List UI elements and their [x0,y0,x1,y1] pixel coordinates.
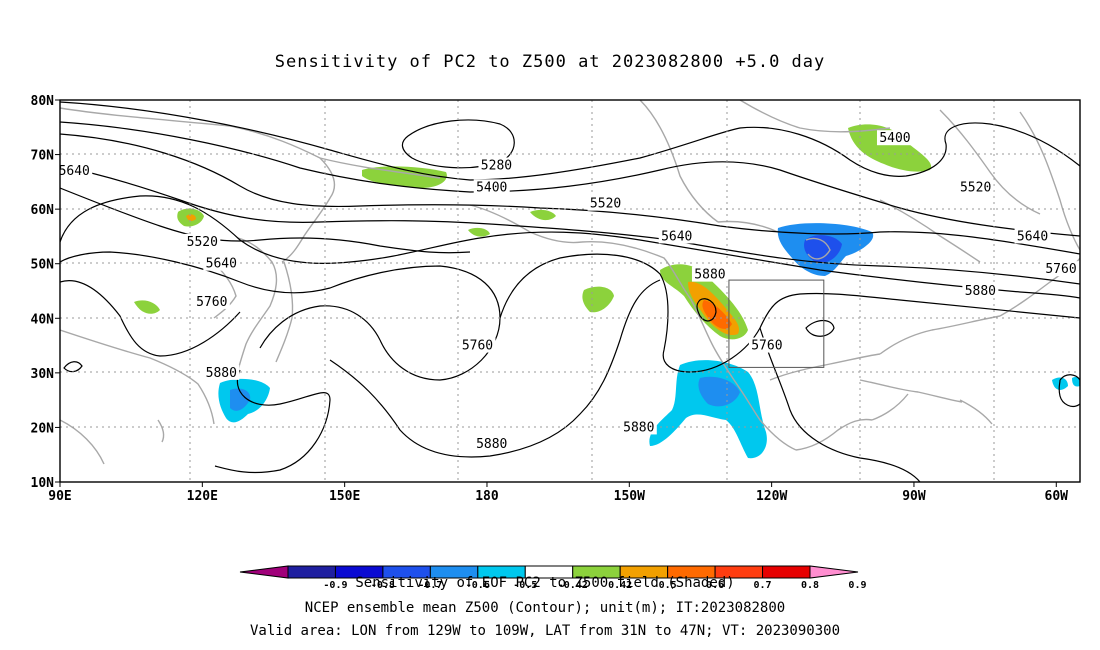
x-tick-label: 150W [614,489,645,504]
contour-label-bg [1014,228,1051,244]
y-tick-label: 80N [31,94,55,109]
contour-label-bg [691,266,728,282]
map-panel: 5280 5400 5400 5520 5520 5520 5640 5640 5640 5640… [31,94,1081,504]
caption-line-3: Valid area: LON from 129W to 109W, LAT f… [250,623,840,639]
y-tick-label: 50N [31,258,55,273]
contour-label: 5760 [751,339,782,354]
positive-sensitivity-patch [134,300,160,314]
colorbar-tick-label: -0.8 [371,580,395,591]
colorbar-tick-label: 0.6 [706,580,724,591]
contour-label: 5880 [965,284,996,299]
contour-label-bg [658,228,695,244]
contour-label: 5760 [196,295,227,310]
map-ticks: 90E 120E 150E 180 150W 120W 90W 60W 80N 70N 60N 50N… [31,94,1069,504]
contour-label-bg [473,435,510,451]
contour-label-bg [473,179,510,195]
x-tick-label: 90E [48,489,71,504]
figure-title: Sensitivity of PC2 to Z500 at 2023082800… [275,52,826,72]
contour-label-bg [587,195,624,211]
negative-sensitivity-patch [698,376,740,407]
contour-label-bg [957,179,994,195]
contour-label: 5520 [187,235,218,250]
x-tick-label: 60W [1045,489,1069,504]
contour-label: 5520 [590,197,621,212]
x-tick-label: 180 [475,489,499,504]
y-tick-label: 70N [31,149,55,164]
colorbar-tick-label: -0.42 [558,580,588,591]
x-tick-label: 120E [187,489,218,504]
x-tick-label: 150E [329,489,360,504]
contour-label-bg [748,337,785,353]
negative-sensitivity-patch [230,388,251,411]
contour-label: 5880 [206,366,237,381]
colorbar-tick-label: 0.42 [608,580,632,591]
contour-label: 5880 [476,437,507,452]
x-tick-label: 120W [756,489,787,504]
positive-sensitivity-patch [186,214,196,221]
contour-label: 5280 [481,158,512,173]
contour-label-bg [459,337,496,353]
positive-sensitivity-patch [468,227,490,237]
y-tick-label: 10N [31,476,55,491]
map-background [60,100,1080,482]
z500-contours [60,101,1080,482]
contour-label: 5760 [462,339,493,354]
contour-label-bg [478,157,515,173]
contour-label: 5880 [694,268,725,283]
y-tick-label: 30N [31,367,55,382]
colorbar-high-arrow [809,565,859,579]
contour-label: 5520 [960,180,991,195]
colorbar-low-arrow [239,565,289,579]
contour-label-bg [203,364,240,380]
contour-label: 5880 [623,420,654,435]
caption-line-2: NCEP ensemble mean Z500 (Contour); unit(… [305,600,785,616]
valid-area-layer [728,279,825,368]
contour-label: 5640 [661,229,692,244]
contour-label-bg [184,233,221,249]
y-tick-label: 40N [31,312,55,327]
colorbar-tick-label: 0.9 [848,580,866,591]
colorbar-tick-label: -0.7 [418,580,442,591]
colorbar-tick-label: 0.5 [659,580,677,591]
colorbar-tick-label: -0.5 [513,580,537,591]
map-frame [59,99,1081,483]
caption: Sensitivity of EOF PC2 to Z500 field (Sh… [250,575,840,639]
contour-label-bg [60,162,93,178]
colorbar: -0.9 -0.8 -0.7 -0.6 -0.5 -0.42 0.42 0.5 0.6 0.7 0.… [239,565,866,591]
y-tick-label: 60N [31,203,55,218]
negative-sensitivity-patch [1072,376,1080,387]
sensitivity-shading [134,124,1080,459]
contour-label-bg [962,283,999,298]
contour-label-bg [620,419,657,435]
contour-label: 5640 [206,257,237,272]
contour-label: 5640 [1017,229,1048,244]
colorbar-box [287,565,336,579]
contour-label-bg [203,255,240,271]
contour-label-bg [193,293,230,309]
y-tick-label: 20N [31,421,55,436]
contour-label: 5400 [879,131,910,146]
positive-sensitivity-patch [848,124,932,172]
colorbar-tick-label: -0.6 [466,580,490,591]
colorbar-box [762,565,811,579]
contour-label: 5400 [476,180,507,195]
colorbar-tick-label: -0.9 [323,580,347,591]
contour-label-bg [1043,261,1080,277]
positive-sensitivity-patch [362,166,447,188]
contour-label-bg [876,130,913,146]
colorbar-tick-label: 0.8 [801,580,819,591]
x-tick-label: 90W [902,489,926,504]
positive-sensitivity-patch [582,286,614,313]
positive-sensitivity-patch [702,300,732,329]
negative-sensitivity-patch [804,235,842,263]
contour-label: 5640 [59,164,90,179]
contour-labels: 5280 5400 5400 5520 5520 5520 5640 5640 5640 5640… [59,130,1080,452]
valid-area-box [728,279,825,368]
colorbar-tick-label: 0.7 [754,580,772,591]
contour-label: 5760 [1045,262,1076,277]
caption-line-1: Sensitivity of EOF PC2 to Z500 field (Sh… [355,575,734,591]
positive-sensitivity-patch [530,209,556,221]
